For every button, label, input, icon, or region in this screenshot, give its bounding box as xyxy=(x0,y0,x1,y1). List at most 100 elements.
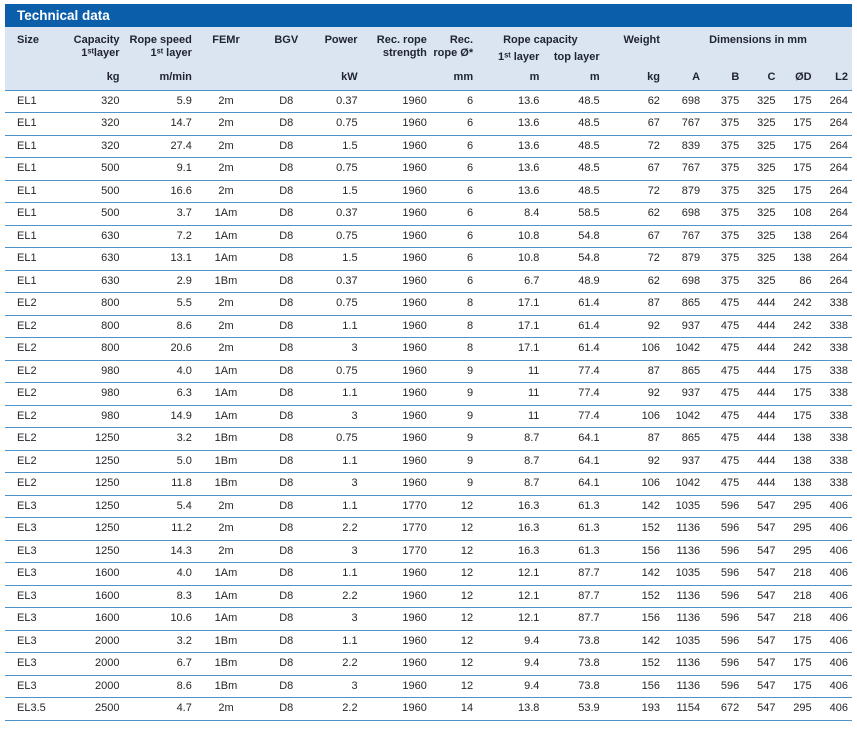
cell-rec-rope-strength: 1960 xyxy=(361,225,431,248)
cell-weight-kg: 193 xyxy=(603,697,664,721)
cell-dim-b: 475 xyxy=(704,382,744,406)
cell-fem: 1Am xyxy=(195,225,257,248)
table-header: Size Capacity 1ˢᵗlayer Rope speed 1ˢᵗ la… xyxy=(5,27,852,91)
unit-rec-rope-strength xyxy=(361,67,431,91)
cell-dim-a: 1136 xyxy=(663,585,705,608)
table-row: EL1 500 9.1 2m D8 0.75 1960 6 13.6 48.5 67 767 375 32… xyxy=(5,157,852,181)
cell-dim-a: 1136 xyxy=(663,675,705,698)
cell-power-kw: 1.5 xyxy=(316,180,362,203)
table-row: EL3 1250 14.3 2m D8 3 1770 12 16.3 61.3 156 1136 596… xyxy=(5,540,852,563)
cell-rope-speed: 13.1 xyxy=(123,247,196,271)
cell-dim-od: 138 xyxy=(779,247,816,271)
cell-size: EL1 xyxy=(5,112,66,136)
cell-weight-kg: 152 xyxy=(603,652,664,676)
cell-capacity-kg: 500 xyxy=(65,157,124,181)
cell-capacity-kg: 1250 xyxy=(65,450,124,473)
cell-dim-l2: 338 xyxy=(815,405,852,428)
cell-rope-capacity-1st-m: 9.4 xyxy=(477,630,544,653)
cell-rec-rope-strength: 1960 xyxy=(361,652,431,676)
cell-dim-l2: 406 xyxy=(815,652,852,676)
cell-capacity-kg: 630 xyxy=(65,225,124,248)
cell-rope-speed: 8.6 xyxy=(123,315,196,338)
cell-weight-kg: 106 xyxy=(603,405,664,428)
cell-fem: 2m xyxy=(195,337,257,361)
cell-dim-a: 1136 xyxy=(663,652,705,676)
cell-dim-l2: 406 xyxy=(815,697,852,721)
cell-power-kw: 0.37 xyxy=(316,90,362,113)
col-header-rec-rope-dia: Rec. rope Ø* xyxy=(430,27,478,67)
cell-rec-rope-strength: 1960 xyxy=(361,292,431,316)
cell-size: EL3 xyxy=(5,607,66,631)
cell-weight-kg: 152 xyxy=(603,517,664,541)
col-header-dimensions: Dimensions in mm xyxy=(663,27,852,67)
cell-fem: 1Am xyxy=(195,202,257,226)
table-row: EL1 500 16.6 2m D8 1.5 1960 6 13.6 48.5 72 879 375 32… xyxy=(5,180,852,203)
cell-fem: 2m xyxy=(195,90,257,113)
cell-rope-capacity-top-m: 48.5 xyxy=(543,180,604,203)
cell-rope-speed: 4.0 xyxy=(123,562,196,586)
cell-rec-rope-dia-mm: 8 xyxy=(430,337,478,361)
cell-dim-l2: 406 xyxy=(815,607,852,631)
cell-dim-l2: 338 xyxy=(815,360,852,383)
cell-capacity-kg: 320 xyxy=(65,90,124,113)
cell-dim-c: 444 xyxy=(743,382,780,406)
cell-rope-speed: 8.6 xyxy=(123,675,196,698)
cell-dim-b: 375 xyxy=(704,90,744,113)
cell-dim-c: 325 xyxy=(743,247,780,271)
cell-rope-capacity-top-m: 61.3 xyxy=(543,540,604,563)
cell-rec-rope-dia-mm: 14 xyxy=(430,697,478,721)
cell-dim-b: 375 xyxy=(704,180,744,203)
cell-size: EL3 xyxy=(5,495,66,518)
cell-bgv: D8 xyxy=(256,292,317,316)
cell-bgv: D8 xyxy=(256,157,317,181)
cell-power-kw: 1.1 xyxy=(316,562,362,586)
cell-rope-capacity-1st-m: 9.4 xyxy=(477,652,544,676)
cell-bgv: D8 xyxy=(256,180,317,203)
table-row: EL3 1250 5.4 2m D8 1.1 1770 12 16.3 61.3 142 1035 59… xyxy=(5,495,852,518)
cell-dim-c: 444 xyxy=(743,450,780,473)
cell-weight-kg: 156 xyxy=(603,675,664,698)
cell-weight-kg: 87 xyxy=(603,360,664,383)
col-header-dim-c: C xyxy=(743,67,780,91)
table-row: EL3 1600 10.6 1Am D8 3 1960 12 12.1 87.7 156 1136 59… xyxy=(5,607,852,631)
cell-bgv: D8 xyxy=(256,202,317,226)
cell-fem: 1Bm xyxy=(195,270,257,293)
cell-rope-capacity-1st-m: 17.1 xyxy=(477,315,544,338)
cell-dim-od: 175 xyxy=(779,90,816,113)
cell-dim-a: 767 xyxy=(663,112,705,136)
cell-bgv: D8 xyxy=(256,697,317,721)
cell-fem: 2m xyxy=(195,180,257,203)
cell-power-kw: 0.75 xyxy=(316,157,362,181)
col-header-size: Size xyxy=(5,27,66,67)
cell-dim-od: 175 xyxy=(779,652,816,676)
cell-rec-rope-dia-mm: 12 xyxy=(430,517,478,541)
cell-dim-l2: 264 xyxy=(815,225,852,248)
cell-dim-c: 547 xyxy=(743,607,780,631)
cell-rope-capacity-1st-m: 8.7 xyxy=(477,427,544,451)
cell-rope-capacity-1st-m: 10.8 xyxy=(477,247,544,271)
cell-dim-od: 218 xyxy=(779,562,816,586)
cell-capacity-kg: 1250 xyxy=(65,427,124,451)
unit-rope-capacity-1st: m xyxy=(477,67,544,91)
cell-dim-a: 1035 xyxy=(663,562,705,586)
cell-rope-capacity-1st-m: 8.7 xyxy=(477,450,544,473)
cell-dim-b: 475 xyxy=(704,427,744,451)
cell-rope-capacity-top-m: 87.7 xyxy=(543,585,604,608)
cell-bgv: D8 xyxy=(256,405,317,428)
cell-rec-rope-strength: 1960 xyxy=(361,630,431,653)
cell-rec-rope-strength: 1960 xyxy=(361,607,431,631)
cell-bgv: D8 xyxy=(256,112,317,136)
cell-bgv: D8 xyxy=(256,427,317,451)
cell-rope-speed: 27.4 xyxy=(123,135,196,158)
col-header-weight: Weight xyxy=(603,27,664,67)
cell-rec-rope-dia-mm: 6 xyxy=(430,90,478,113)
cell-size: EL1 xyxy=(5,135,66,158)
cell-rope-capacity-1st-m: 8.4 xyxy=(477,202,544,226)
cell-dim-l2: 406 xyxy=(815,585,852,608)
unit-rope-capacity-top: m xyxy=(543,67,604,91)
col-header-dim-od: ØD xyxy=(779,67,816,91)
cell-dim-l2: 264 xyxy=(815,112,852,136)
cell-rope-capacity-top-m: 61.3 xyxy=(543,495,604,518)
cell-rope-speed: 5.0 xyxy=(123,450,196,473)
cell-rec-rope-dia-mm: 9 xyxy=(430,405,478,428)
